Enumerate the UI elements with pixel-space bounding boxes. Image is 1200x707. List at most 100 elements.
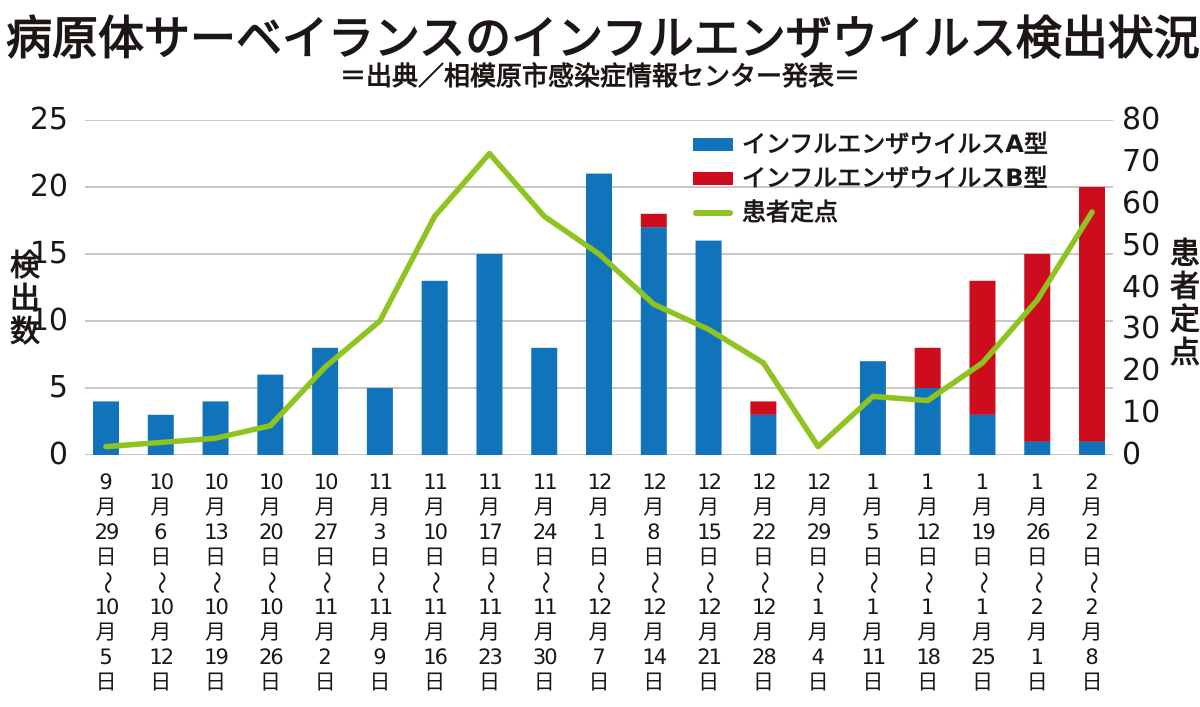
x-axis-label-char: ～ (860, 570, 887, 595)
x-axis-label-char: 日 (1081, 545, 1103, 569)
bar-a-segment (750, 414, 777, 455)
x-axis-label-char: 月 (862, 620, 884, 644)
right-axis-tick: 0 (1122, 437, 1142, 472)
legend-color-swatch (693, 172, 733, 185)
x-axis-label-char: 日 (588, 670, 610, 694)
x-axis-label-char: 1 (866, 595, 880, 619)
left-axis-tick: 25 (29, 102, 68, 137)
x-axis-label-char: 日 (643, 670, 665, 694)
legend-item: 患者定点 (693, 200, 1048, 225)
x-axis-label-char: 日 (752, 670, 774, 694)
x-axis-label-char: 26 (1025, 520, 1051, 544)
x-axis-label-char: ～ (148, 570, 175, 595)
x-axis-label: 10 月 20 日～ 10 月 26 日 (253, 470, 287, 695)
x-axis-label-char: 12 (697, 470, 722, 494)
bar-a-segment (859, 361, 886, 455)
x-axis-label-char: 月 (424, 620, 446, 644)
left-axis-ticks: 0 5 10 15 20 25 (0, 104, 68, 471)
x-axis-label-char: 月 (95, 495, 117, 519)
x-axis-label: 11 月 17 日～ 11 月 23 日 (472, 470, 506, 695)
bar-a-segment (202, 401, 229, 455)
x-axis-label-char: 月 (643, 620, 665, 644)
bar-b-segment (640, 213, 667, 228)
x-axis-label-char: 月 (1081, 620, 1103, 644)
x-axis-label-char: 日 (643, 545, 665, 569)
x-axis-label-char: ～ (422, 570, 449, 595)
x-axis-label-char: 月 (698, 620, 720, 644)
x-axis-label-char: 日 (478, 670, 500, 694)
x-axis-label-char: 30 (532, 645, 558, 669)
bar-a-segment (586, 173, 613, 455)
x-axis-label-char: 12 (751, 470, 777, 494)
x-axis-label-char: 日 (424, 545, 446, 569)
x-axis-label-char: 日 (971, 670, 993, 694)
x-axis-label-char: 11 (861, 645, 887, 669)
x-axis-label-char: 日 (862, 670, 884, 694)
x-axis-label-char: 11 (423, 595, 448, 619)
x-axis-label-char: 7 (592, 645, 606, 669)
x-axis-label-char: 28 (751, 645, 777, 669)
x-axis-label-char: 月 (698, 495, 720, 519)
right-axis-ticks: 0 10 20 30 40 50 60 70 80 (1122, 104, 1182, 471)
bar-a-segment (1079, 441, 1106, 455)
x-axis-label-char: 10 (94, 595, 120, 619)
x-axis-label-char: 10 (313, 470, 339, 494)
right-axis-tick: 40 (1122, 269, 1161, 305)
x-axis-label-char: ～ (531, 570, 558, 595)
x-axis-label-char: 月 (314, 495, 336, 519)
x-axis-label-char: 日 (807, 545, 829, 569)
bar-a-segment (147, 414, 174, 455)
x-axis-label-char: 10 (423, 520, 448, 544)
x-axis-label-char: 11 (532, 595, 558, 619)
x-axis-label: 12 月 1 日～ 12 月 7 日 (582, 470, 616, 695)
x-axis-label-char: 15 (697, 520, 722, 544)
x-axis-label: 11 月 10 日～ 11 月 16 日 (418, 470, 452, 695)
x-axis-label-char: 19 (204, 645, 229, 669)
x-axis-label-char: 日 (259, 545, 281, 569)
bar-a-segment (476, 254, 503, 455)
x-axis-label-char: 2 (318, 645, 332, 669)
x-axis-label-char: 11 (478, 470, 503, 494)
right-axis-tick: 30 (1122, 311, 1161, 347)
x-axis-label-char: 2 (1030, 595, 1044, 619)
x-axis-label-char: 月 (95, 620, 117, 644)
x-axis-label-char: ～ (476, 570, 504, 595)
legend-color-swatch (693, 138, 733, 151)
x-axis-label-char: 10 (258, 595, 284, 619)
chart-canvas (85, 119, 1113, 456)
x-axis-label-char: 月 (588, 620, 610, 644)
x-axis-label-char: ～ (915, 570, 942, 595)
x-axis-label-char: 8 (1085, 645, 1099, 669)
x-axis-label-char: 12 (916, 520, 941, 544)
x-axis-label-char: 1 (1030, 645, 1044, 669)
x-axis-label: 1 月 26 日～ 2 月 1 日 (1020, 470, 1054, 695)
x-axis-label-char: 日 (259, 670, 281, 694)
x-axis-label-char: 23 (478, 645, 503, 669)
x-axis-label-char: ～ (367, 570, 394, 595)
bar-a-segment (421, 280, 448, 455)
x-axis-label-char: 月 (862, 495, 884, 519)
x-axis-label-char: 日 (807, 670, 829, 694)
x-axis-label-char: 13 (204, 520, 229, 544)
x-axis-label: 1 月 19 日～ 1 月 25 日 (965, 470, 999, 695)
x-axis-label-char: 1 (975, 470, 990, 494)
x-axis-label-char: ～ (202, 570, 230, 595)
x-axis-label-char: 14 (642, 645, 667, 669)
x-axis-label-char: 12 (806, 470, 832, 494)
x-axis-label-char: 月 (478, 620, 500, 644)
left-axis-tick: 15 (29, 236, 68, 271)
left-axis-title: 検出数 (4, 249, 39, 348)
x-axis-label-char: 27 (313, 520, 339, 544)
x-axis-label-char: 1 (592, 520, 606, 544)
x-axis-label-char: 日 (533, 670, 555, 694)
x-axis-label-char: 月 (424, 495, 446, 519)
x-axis-label-char: 5 (866, 520, 880, 544)
legend-label: インフルエンザウイルスB型 (742, 164, 1048, 192)
bar-a-segment (969, 414, 996, 455)
right-axis-title: 患者定点 (1164, 237, 1199, 369)
x-axis-label-char: 11 (423, 470, 448, 494)
x-axis-label-char: 11 (313, 595, 339, 619)
legend-label: インフルエンザウイルスA型 (742, 130, 1048, 158)
x-axis-label-char: 日 (698, 545, 720, 569)
bar-a-segment (366, 388, 393, 455)
